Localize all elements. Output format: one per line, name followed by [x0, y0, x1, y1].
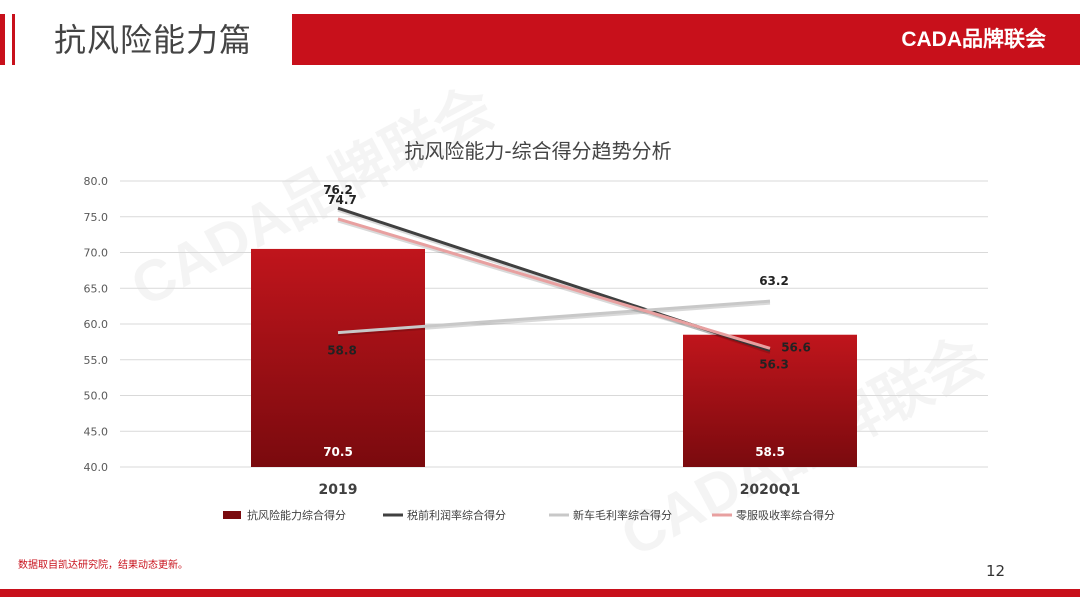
y-tick-label: 60.0: [84, 318, 109, 331]
header-accent-bar-thin: [12, 14, 15, 65]
series-line-shadow: [337, 301, 771, 337]
bar: [683, 334, 857, 467]
line-data-label: 56.3: [759, 357, 789, 371]
series-line: [337, 217, 771, 350]
x-tick-label: 2019: [319, 482, 358, 498]
y-tick-label: 50.0: [84, 390, 109, 403]
bar-data-label: 58.5: [755, 445, 785, 459]
y-tick-label: 40.0: [84, 461, 109, 474]
legend-swatch: [223, 511, 241, 519]
y-tick-label: 80.0: [84, 175, 109, 188]
page-number: 12: [986, 562, 1006, 580]
y-tick-label: 45.0: [84, 425, 109, 438]
line-data-label: 56.6: [781, 340, 811, 354]
y-tick-label: 65.0: [84, 282, 109, 295]
line-data-label: 74.7: [327, 193, 357, 207]
legend-label: 新车毛利率综合得分: [573, 508, 672, 522]
legend-label: 抗风险能力综合得分: [247, 508, 346, 522]
series-line-shadow: [337, 219, 771, 352]
footnote: 数据取自凯达研究院，结果动态更新。: [18, 560, 188, 571]
line-data-label: 76.2: [323, 183, 353, 197]
chart-title: 抗风险能力-综合得分趋势分析: [404, 139, 671, 163]
y-tick-label: 55.0: [84, 354, 109, 367]
y-tick-label: 70.0: [84, 247, 109, 260]
page-title: 抗风险能力篇: [54, 21, 253, 59]
bar-data-label: 70.5: [323, 445, 353, 459]
legend-label: 零服吸收率综合得分: [736, 508, 835, 522]
brand-logo-text: CADA品牌联会: [901, 28, 1046, 51]
series-line: [337, 299, 771, 335]
series-line-shadow: [337, 208, 771, 354]
line-data-label: 63.2: [759, 274, 789, 288]
header-band: [292, 14, 1080, 65]
header-accent-bar: [0, 14, 5, 65]
x-tick-label: 2020Q1: [740, 482, 801, 498]
y-tick-label: 75.0: [84, 211, 109, 224]
line-data-label: 58.8: [327, 344, 357, 358]
legend-label: 税前利润率综合得分: [407, 508, 506, 522]
footer-bar: [0, 589, 1080, 597]
bar: [251, 248, 425, 467]
